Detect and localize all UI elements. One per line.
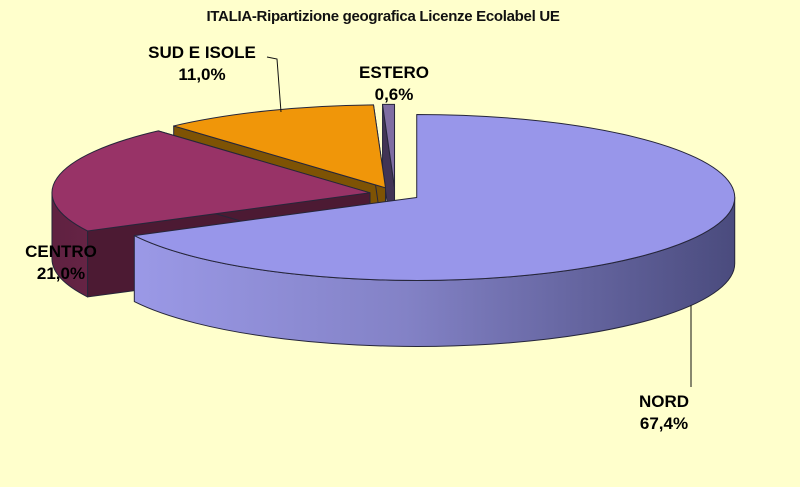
slice-value-centro: 21,0% xyxy=(37,264,85,283)
slice-top-centro xyxy=(51,130,371,232)
slice-top-sud-e-isole xyxy=(173,104,386,189)
slice-top-estero xyxy=(382,103,396,188)
slice-top-nord xyxy=(133,113,736,281)
slice-nord xyxy=(133,113,736,347)
pie-labels-group: NORD 67,4% CENTRO 21,0% SUD E ISOLE 11,0% ESTE… xyxy=(25,43,692,433)
slice-label-estero: ESTERO xyxy=(359,63,429,82)
slice-label-sud-e-isole: SUD E ISOLE xyxy=(148,43,256,62)
slice-value-nord: 67,4% xyxy=(640,414,688,433)
chart-title: ITALIA-Ripartizione geografica Licenze E… xyxy=(206,8,559,25)
slice-value-sud-e-isole: 11,0% xyxy=(178,65,225,84)
leader-line-sud-e-isole xyxy=(266,56,282,113)
pie-slices-group xyxy=(51,103,736,347)
slice-value-estero: 0,6% xyxy=(375,85,414,104)
slice-label-centro: CENTRO xyxy=(25,242,97,261)
slice-label-nord: NORD xyxy=(639,392,689,411)
